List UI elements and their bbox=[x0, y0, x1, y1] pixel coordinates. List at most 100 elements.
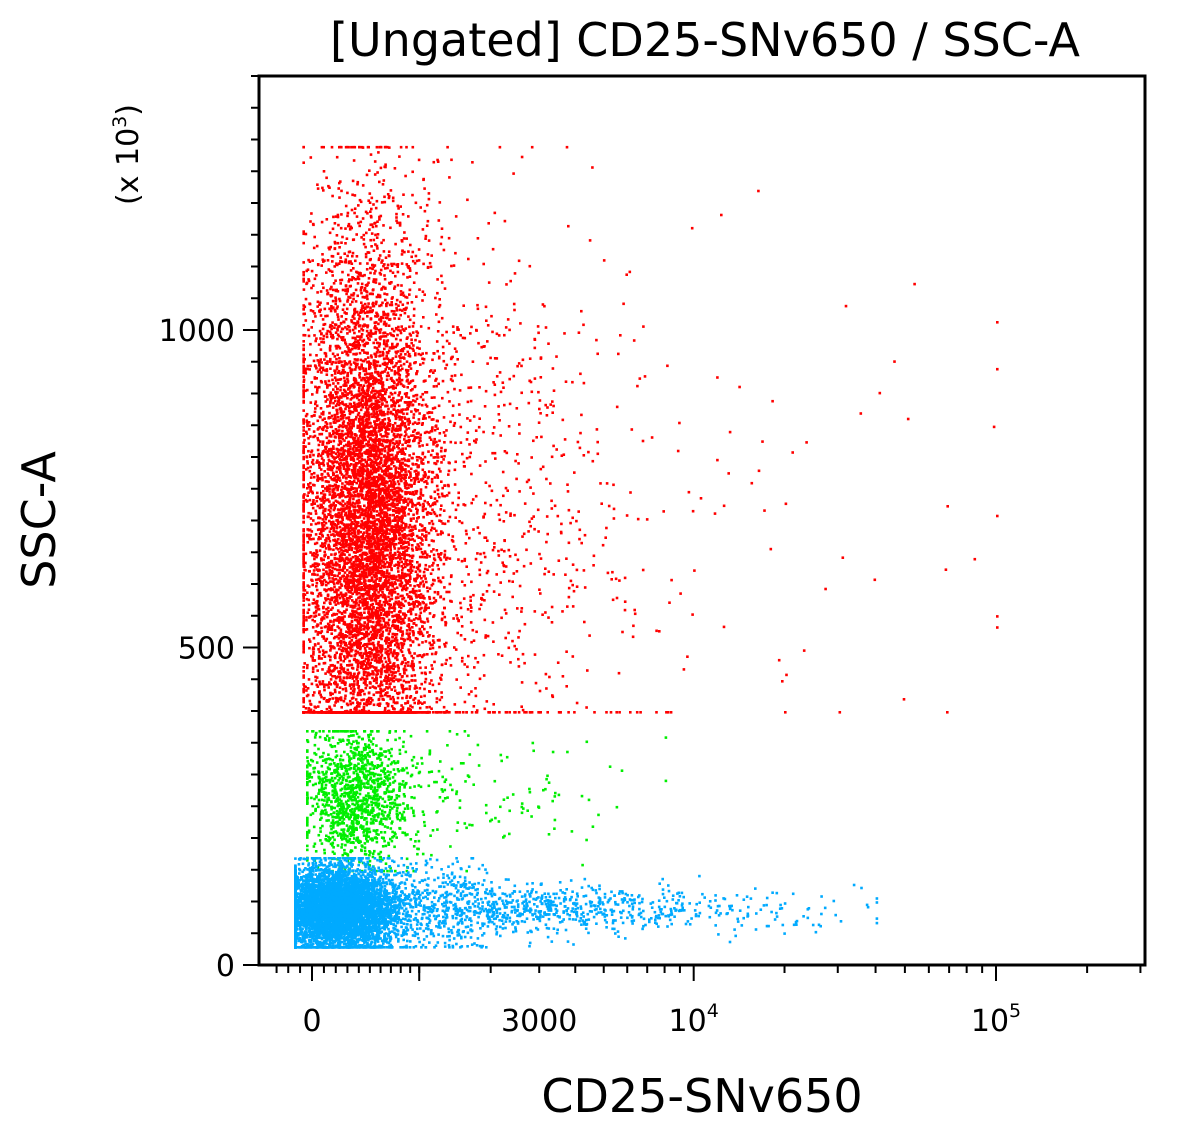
data-point bbox=[369, 655, 372, 658]
data-point bbox=[418, 627, 422, 631]
data-point bbox=[368, 192, 372, 195]
data-point bbox=[423, 701, 426, 704]
data-point bbox=[374, 353, 377, 356]
data-point bbox=[309, 353, 312, 357]
data-point bbox=[383, 507, 386, 510]
data-point bbox=[461, 656, 464, 660]
data-point bbox=[403, 473, 406, 477]
data-point bbox=[467, 693, 471, 696]
data-point bbox=[335, 526, 339, 530]
data-point bbox=[478, 677, 482, 681]
data-point bbox=[484, 460, 487, 463]
data-point bbox=[367, 360, 371, 363]
data-point bbox=[416, 605, 419, 608]
data-point bbox=[339, 145, 342, 149]
data-point bbox=[913, 282, 916, 286]
data-point bbox=[348, 406, 351, 409]
data-point bbox=[388, 453, 392, 457]
data-point bbox=[315, 377, 318, 380]
data-point bbox=[388, 195, 391, 198]
data-point bbox=[416, 477, 420, 481]
data-point bbox=[617, 352, 620, 356]
data-point bbox=[352, 378, 356, 381]
data-point bbox=[530, 390, 534, 394]
data-point bbox=[375, 434, 378, 437]
data-point bbox=[412, 513, 415, 517]
data-point bbox=[414, 353, 417, 357]
data-point bbox=[382, 179, 386, 182]
data-point bbox=[419, 433, 422, 437]
data-point bbox=[371, 263, 374, 267]
data-point bbox=[373, 590, 376, 594]
data-point bbox=[509, 279, 512, 283]
data-point bbox=[501, 381, 505, 384]
data-point bbox=[395, 701, 399, 704]
data-point bbox=[383, 447, 387, 450]
data-point bbox=[410, 341, 413, 345]
data-point bbox=[429, 528, 433, 532]
data-point bbox=[342, 303, 346, 307]
data-point bbox=[336, 522, 340, 526]
data-point bbox=[346, 573, 349, 577]
data-point bbox=[418, 687, 422, 690]
data-point bbox=[328, 530, 332, 533]
data-point bbox=[367, 632, 370, 636]
data-point bbox=[349, 691, 353, 695]
data-point bbox=[319, 348, 323, 351]
data-point bbox=[366, 472, 369, 475]
data-point bbox=[418, 340, 421, 343]
data-point bbox=[369, 630, 373, 634]
data-point bbox=[351, 251, 355, 255]
data-point bbox=[318, 385, 321, 389]
data-point bbox=[397, 447, 400, 450]
data-point bbox=[396, 204, 400, 208]
data-point bbox=[337, 318, 340, 321]
data-point bbox=[326, 398, 329, 401]
data-point bbox=[411, 379, 415, 382]
data-point bbox=[474, 441, 478, 444]
data-point bbox=[302, 441, 305, 444]
data-point bbox=[347, 280, 351, 283]
data-point bbox=[338, 559, 341, 563]
data-point bbox=[372, 238, 376, 242]
data-point bbox=[350, 405, 353, 408]
data-point bbox=[313, 334, 316, 337]
data-point bbox=[304, 561, 307, 565]
data-point bbox=[397, 325, 400, 329]
data-point bbox=[356, 462, 360, 465]
data-point bbox=[322, 189, 325, 192]
data-point bbox=[511, 580, 514, 583]
data-point bbox=[452, 424, 456, 427]
data-point bbox=[451, 501, 454, 505]
data-point bbox=[388, 532, 391, 535]
data-point bbox=[342, 659, 345, 663]
data-point bbox=[520, 610, 523, 613]
data-point bbox=[492, 590, 496, 593]
data-point bbox=[403, 616, 407, 619]
data-point bbox=[614, 577, 618, 581]
data-point bbox=[396, 424, 399, 428]
data-point bbox=[354, 636, 358, 639]
data-point bbox=[588, 239, 592, 242]
data-point bbox=[873, 578, 877, 582]
data-point bbox=[302, 401, 305, 404]
data-point bbox=[329, 344, 332, 348]
data-point bbox=[304, 445, 307, 448]
data-point bbox=[330, 374, 334, 377]
data-point bbox=[523, 711, 526, 714]
data-point bbox=[357, 544, 361, 548]
data-point bbox=[402, 294, 406, 297]
data-point bbox=[358, 508, 361, 512]
data-point bbox=[516, 364, 519, 368]
data-point bbox=[343, 697, 347, 700]
data-point bbox=[359, 646, 362, 649]
data-point bbox=[336, 353, 339, 357]
data-point bbox=[333, 585, 336, 589]
data-point bbox=[551, 367, 555, 370]
data-point bbox=[478, 568, 481, 572]
data-point bbox=[397, 317, 401, 320]
data-point bbox=[442, 705, 446, 709]
data-point bbox=[335, 651, 338, 655]
data-point bbox=[316, 359, 320, 362]
data-point bbox=[460, 521, 464, 525]
